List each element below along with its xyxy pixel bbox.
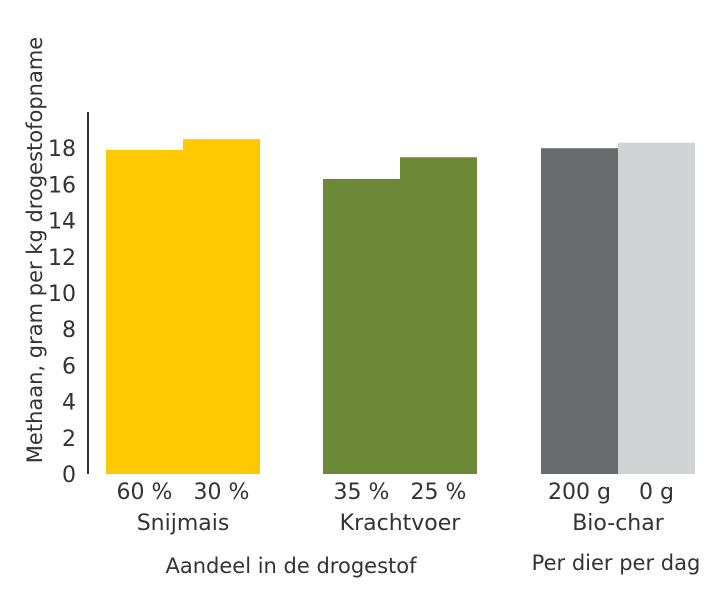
group-caption-aandeel: Aandeel in de drogestof	[166, 554, 418, 578]
group-caption-per-dier: Per dier per dag	[532, 551, 701, 575]
bars-layer	[106, 139, 695, 474]
bar-label: 30 %	[194, 480, 250, 505]
y-tick-label: 16	[48, 173, 76, 198]
group-label-bio-char: Bio-char	[572, 511, 665, 536]
bar-label: 200 g	[548, 480, 611, 505]
group-label-krachtvoer: Krachtvoer	[340, 511, 462, 536]
group-labels: Snijmais Krachtvoer Bio-char	[137, 511, 665, 536]
bar-label: 60 %	[117, 480, 173, 505]
bar-label: 25 %	[411, 480, 467, 505]
y-tick-label: 12	[48, 246, 76, 271]
bar-labels: 60 % 30 % 35 % 25 % 200 g 0 g	[117, 480, 674, 505]
y-tick-label: 18	[48, 137, 76, 162]
y-tick-label: 4	[62, 391, 76, 416]
y-tick-label: 0	[62, 463, 76, 488]
bar-krachtvoer-2	[400, 157, 477, 474]
y-tick-label: 6	[62, 354, 76, 379]
y-tick-label: 8	[62, 318, 76, 343]
y-tick-labels: 0 2 4 6 8 10 12 14 16 18	[48, 137, 76, 488]
y-tick-label: 14	[48, 210, 76, 235]
bar-bio-char-1	[541, 148, 618, 474]
bar-bio-char-2	[618, 142, 695, 474]
bar-label: 0 g	[639, 480, 674, 505]
bar-krachtvoer-1	[323, 178, 400, 474]
bar-snijmais-1	[106, 150, 183, 474]
y-tick-label: 10	[48, 282, 76, 307]
bar-label: 35 %	[334, 480, 390, 505]
group-label-snijmais: Snijmais	[137, 511, 230, 536]
y-axis-label: Methaan, gram per kg drogestofopname	[23, 37, 47, 463]
y-tick-label: 2	[62, 427, 76, 452]
bar-snijmais-2	[183, 139, 260, 474]
